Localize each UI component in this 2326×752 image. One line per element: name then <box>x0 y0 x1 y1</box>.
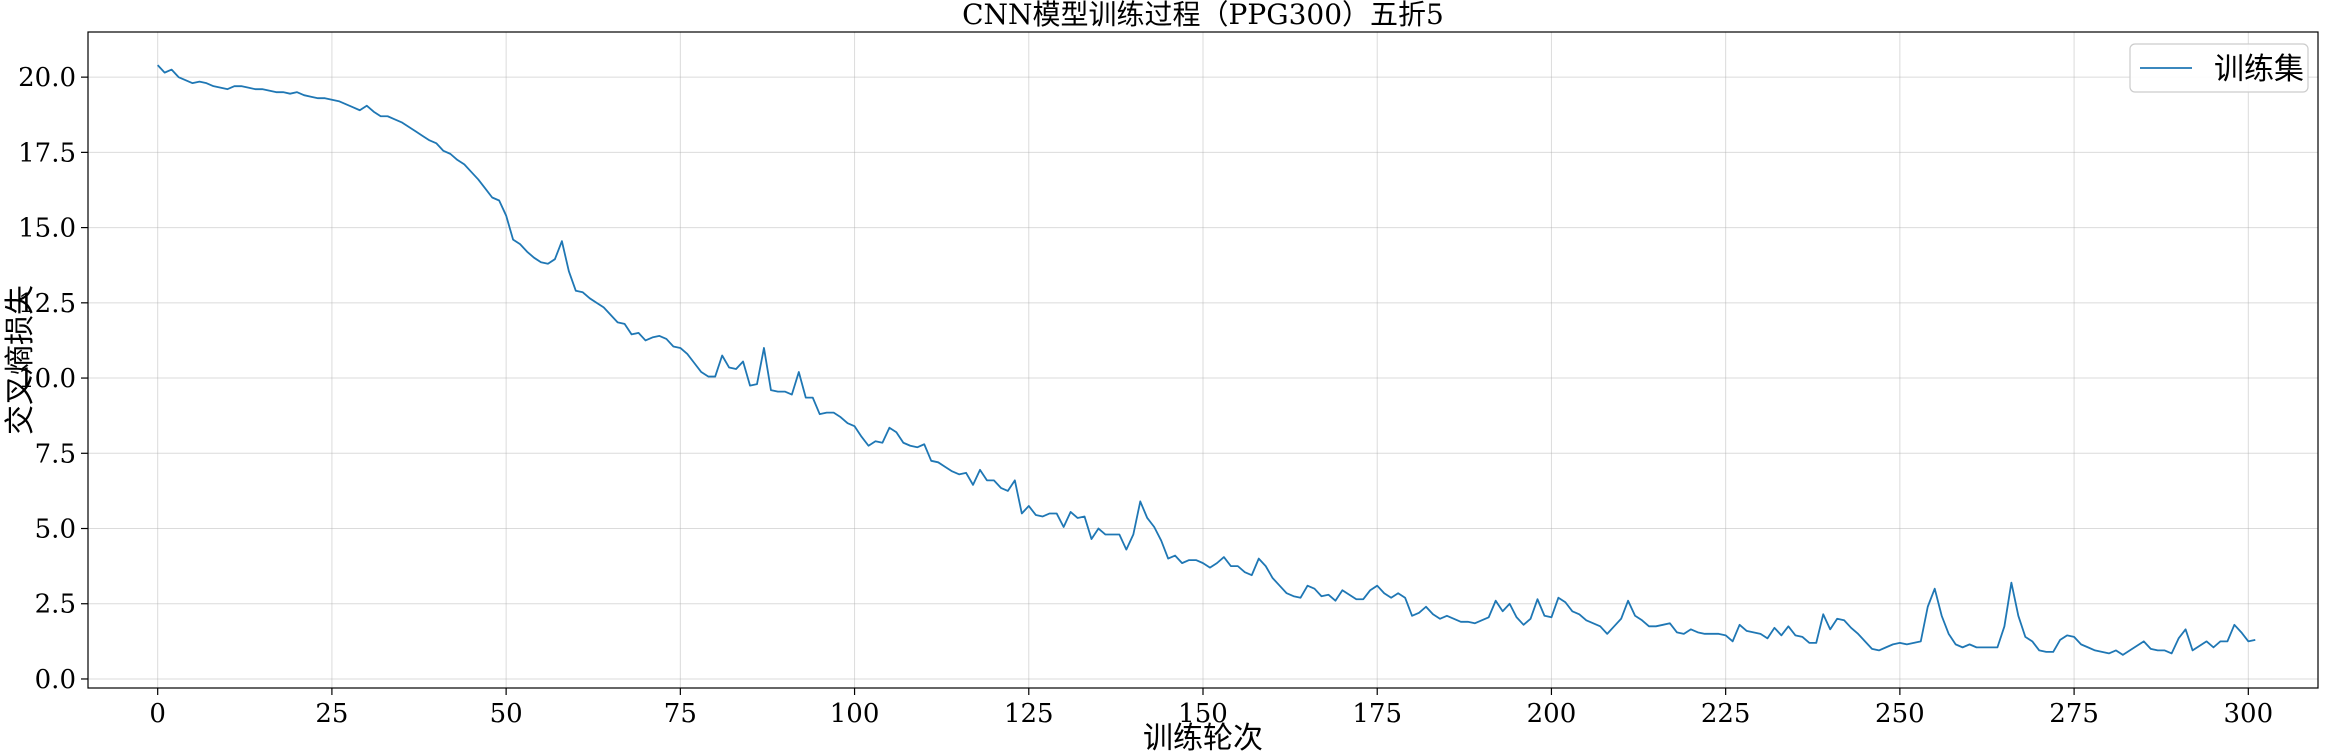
y-tick-label: 5.0 <box>35 515 76 545</box>
series-layer <box>157 64 2256 656</box>
legend-label: 训练集 <box>2214 52 2304 87</box>
x-tick-label: 250 <box>1875 699 1925 729</box>
chart-title: CNN模型训练过程（PPG300）五折5 <box>962 0 1444 31</box>
y-axis: 0.0 2.5 5.0 7.5 10.0 12.5 15.0 17.5 20.0 <box>18 63 88 695</box>
legend: 训练集 <box>2129 43 2309 93</box>
legend-box <box>2129 43 2309 93</box>
grid <box>88 32 2318 688</box>
y-tick-label: 7.5 <box>35 439 76 469</box>
x-tick-label: 150 <box>1178 699 1228 729</box>
x-axis-title: 训练轮次 <box>1143 721 1263 752</box>
x-tick-label: 50 <box>490 699 523 729</box>
x-axis: 0 25 50 75 100 125 150 175 200 225 250 275 300 <box>149 688 2273 729</box>
y-tick-label: 20.0 <box>18 63 76 93</box>
x-tick-label: 100 <box>830 699 880 729</box>
y-tick-label: 12.5 <box>18 289 76 319</box>
y-tick-label: 0.0 <box>35 665 76 695</box>
x-tick-label: 225 <box>1701 699 1751 729</box>
y-tick-label: 2.5 <box>35 590 76 620</box>
x-tick-label: 0 <box>149 699 166 729</box>
x-tick-label: 75 <box>664 699 697 729</box>
series-line-0 <box>157 64 2256 656</box>
x-tick-label: 175 <box>1352 699 1402 729</box>
y-tick-label: 10.0 <box>18 364 76 394</box>
y-tick-label: 15.0 <box>18 214 76 244</box>
x-tick-label: 200 <box>1527 699 1577 729</box>
x-tick-label: 25 <box>315 699 348 729</box>
y-axis-title: 交叉熵损失 <box>3 285 38 435</box>
x-tick-label: 300 <box>2223 699 2273 729</box>
x-tick-label: 125 <box>1004 699 1054 729</box>
x-tick-label: 275 <box>2049 699 2099 729</box>
y-tick-label: 17.5 <box>18 138 76 168</box>
